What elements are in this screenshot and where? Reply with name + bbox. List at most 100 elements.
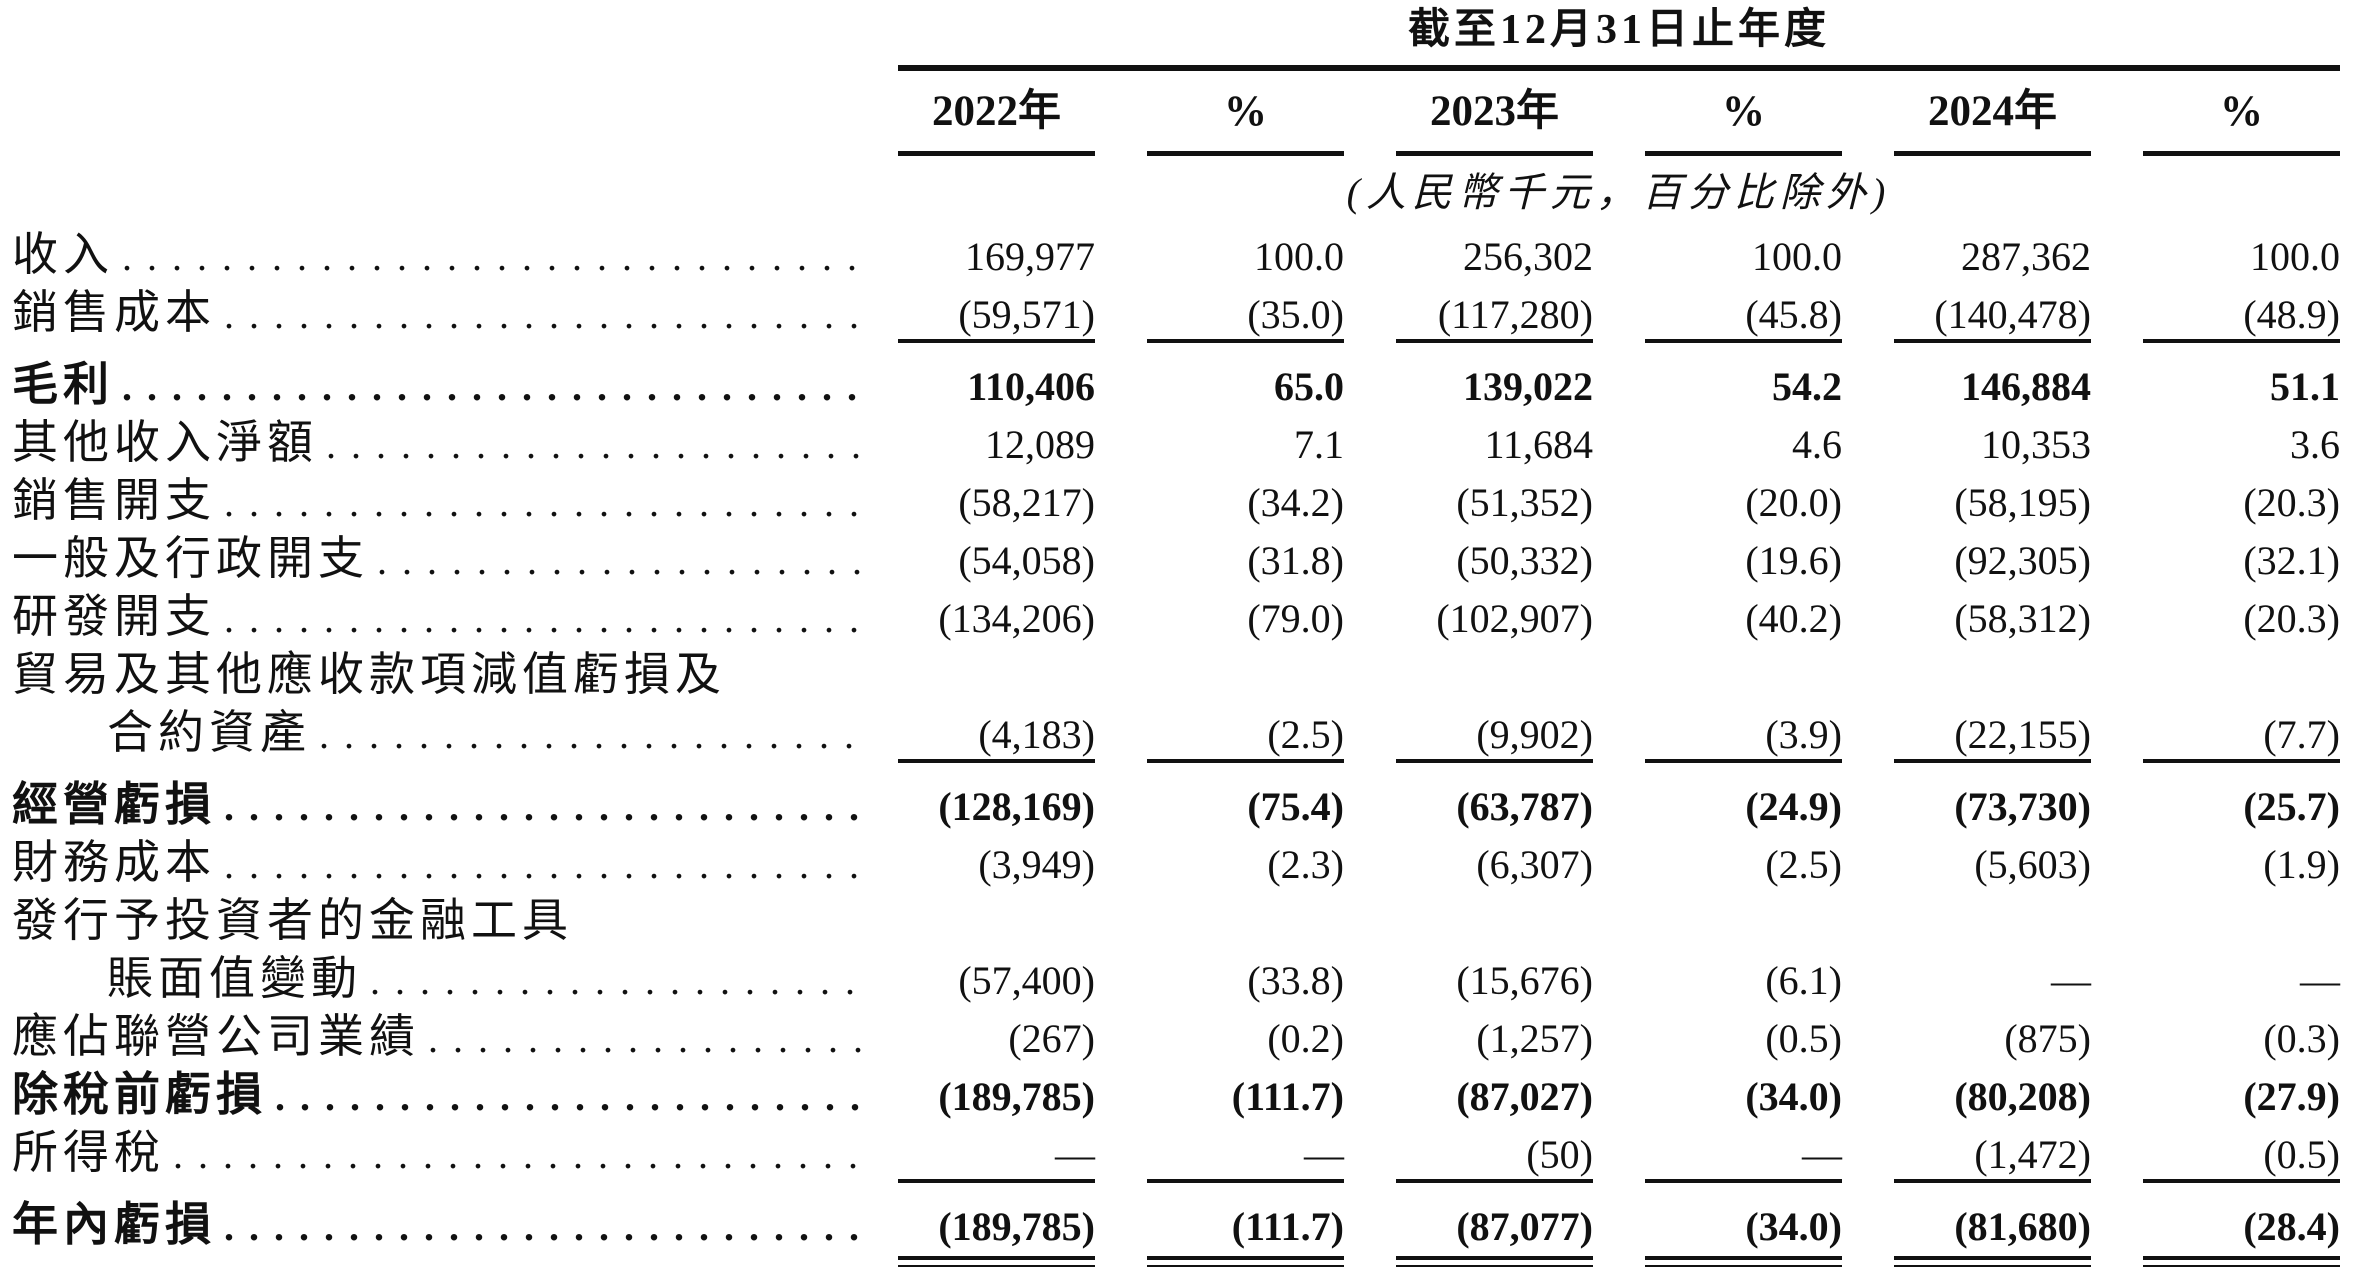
dot-leader	[224, 286, 870, 344]
row-label: 銷售成本	[12, 287, 216, 338]
cell-2024-pct: (28.4)	[2143, 1198, 2340, 1267]
cell-2024-value: 10,353	[1981, 422, 2091, 467]
row-label: 一般及行政開支	[12, 533, 369, 584]
cell-2022-value: (57,400)	[958, 958, 1095, 1003]
cell-2022-pct: (79.0)	[1247, 596, 1344, 641]
cell-2024-value: (81,680)	[1894, 1198, 2091, 1267]
cell-2024-value: (73,730)	[1954, 784, 2091, 829]
cell-2024-value: —	[2051, 958, 2091, 1003]
cell-2023-pct: (0.5)	[1765, 1016, 1842, 1061]
table-row: 研發開支 (134,206) (79.0) (102,907) (40.2) (…	[0, 588, 2367, 646]
column-header-2022-pct: %	[1147, 71, 1344, 156]
cell-2022-value: (4,183)	[898, 706, 1095, 764]
currency-unit-note: (人民幣千元，百分比除外)	[1346, 170, 1892, 215]
table-row: 一般及行政開支 (54,058) (31.8) (50,332) (19.6) …	[0, 530, 2367, 588]
cell-2022-value: (128,169)	[938, 784, 1095, 829]
row-label: 除稅前虧損	[12, 1069, 267, 1120]
cell-2024-value: (58,195)	[1954, 480, 2091, 525]
cell-2024-pct: 3.6	[2290, 422, 2340, 467]
cell-2022-value: 110,406	[967, 364, 1095, 409]
cell-2023-value: (117,280)	[1396, 286, 1593, 344]
cell-2023-value: (63,787)	[1456, 784, 1593, 829]
cell-2024-pct: (1.9)	[2263, 842, 2340, 887]
label-column-spacer	[0, 71, 870, 156]
cell-2024-value: (1,472)	[1894, 1126, 2091, 1184]
cell-2022-pct: (111.7)	[1147, 1198, 1344, 1267]
cell-2022-pct: —	[1147, 1126, 1344, 1184]
row-label: 應佔聯營公司業績	[12, 1011, 420, 1062]
row-label-cell: 毛利	[0, 356, 870, 416]
cell-2022-value: (59,571)	[898, 286, 1095, 344]
row-label: 經營虧損	[12, 779, 216, 830]
dot-leader	[224, 778, 870, 836]
row-label: 研發開支	[12, 591, 216, 642]
cell-2022-pct: (0.2)	[1267, 1016, 1344, 1061]
cell-2023-value: (9,902)	[1396, 706, 1593, 764]
cell-2024-pct: (32.1)	[2243, 538, 2340, 583]
dot-leader	[224, 1198, 870, 1256]
column-header-2024-pct: %	[2143, 71, 2340, 156]
cell-2024-pct: (7.7)	[2143, 706, 2340, 764]
row-label: 收入	[12, 229, 114, 280]
cell-2022-value: 169,977	[965, 234, 1095, 279]
cell-2023-pct: 54.2	[1772, 364, 1842, 409]
cell-2023-value: 11,684	[1484, 422, 1593, 467]
cell-2022-pct: (75.4)	[1247, 784, 1344, 829]
column-header-2023: 2023年	[1396, 71, 1593, 156]
cell-2022-value: (58,217)	[958, 480, 1095, 525]
dot-leader	[319, 706, 870, 764]
column-header-row: 2022年 % 2023年 % 2024年 %	[0, 71, 2367, 156]
cell-2023-value: (87,027)	[1456, 1074, 1593, 1119]
dot-leader	[275, 1068, 870, 1126]
cell-2024-value: (875)	[2004, 1016, 2091, 1061]
column-header-2024: 2024年	[1894, 71, 2091, 156]
table-row: 銷售成本 (59,571) (35.0) (117,280) (45.8) (1…	[0, 284, 2367, 344]
row-label-cell: 貿易及其他應收款項減值虧損及	[0, 646, 870, 704]
cell-2024-value: (58,312)	[1954, 596, 2091, 641]
row-label-cell: 其他收入淨額	[0, 414, 870, 474]
cell-2022-pct: (31.8)	[1247, 538, 1344, 583]
cell-2023-pct: (3.9)	[1645, 706, 1842, 764]
row-label-cell: 銷售開支	[0, 472, 870, 532]
cell-2022-pct: (35.0)	[1147, 286, 1344, 344]
cell-2022-value: —	[898, 1126, 1095, 1184]
cell-2023-value: 256,302	[1463, 234, 1593, 279]
cell-2022-pct: (33.8)	[1247, 958, 1344, 1003]
row-label-cell: 一般及行政開支	[0, 530, 870, 590]
cell-2023-value: (102,907)	[1436, 596, 1593, 641]
table-row: 毛利 110,406 65.0 139,022 54.2 146,884 51.…	[0, 356, 2367, 414]
cell-2024-value: (5,603)	[1974, 842, 2091, 887]
cell-2022-value: 12,089	[985, 422, 1095, 467]
cell-2022-value: (54,058)	[958, 538, 1095, 583]
cell-2023-pct: (45.8)	[1645, 286, 1842, 344]
row-label-cell: 發行予投資者的金融工具	[0, 892, 870, 950]
row-label-cell: 研發開支	[0, 588, 870, 648]
row-label-cell: 賬面值變動	[0, 950, 870, 1010]
cell-2024-value: (92,305)	[1954, 538, 2091, 583]
cell-2023-pct: (24.9)	[1745, 784, 1842, 829]
cell-2023-pct: (34.0)	[1645, 1198, 1842, 1267]
dot-leader	[377, 532, 870, 590]
cell-2022-pct: 100.0	[1254, 234, 1344, 279]
row-label: 發行予投資者的金融工具	[12, 895, 573, 946]
row-label: 貿易及其他應收款項減值虧損及	[12, 649, 726, 700]
cell-2023-pct: (2.5)	[1765, 842, 1842, 887]
cell-2022-value: (134,206)	[938, 596, 1095, 641]
cell-2023-pct: (6.1)	[1765, 958, 1842, 1003]
cell-2023-value: (50,332)	[1456, 538, 1593, 583]
cell-2023-value: (87,077)	[1396, 1198, 1593, 1267]
cell-2024-pct: (0.5)	[2143, 1126, 2340, 1184]
row-label: 年內虧損	[12, 1199, 216, 1250]
table-row: 除稅前虧損 (189,785) (111.7) (87,027) (34.0) …	[0, 1066, 2367, 1124]
row-label: 合約資產	[107, 707, 311, 758]
row-label: 所得稅	[12, 1127, 165, 1178]
table-top-rule	[898, 65, 2340, 71]
row-label-cell: 經營虧損	[0, 776, 870, 836]
period-header: 截至12月31日止年度	[1407, 7, 1830, 53]
cell-2023-value: (15,676)	[1456, 958, 1593, 1003]
cell-2023-value: (1,257)	[1476, 1016, 1593, 1061]
cell-2024-pct: (20.3)	[2243, 480, 2340, 525]
cell-2024-pct: (27.9)	[2243, 1074, 2340, 1119]
row-label: 賬面值變動	[107, 953, 362, 1004]
